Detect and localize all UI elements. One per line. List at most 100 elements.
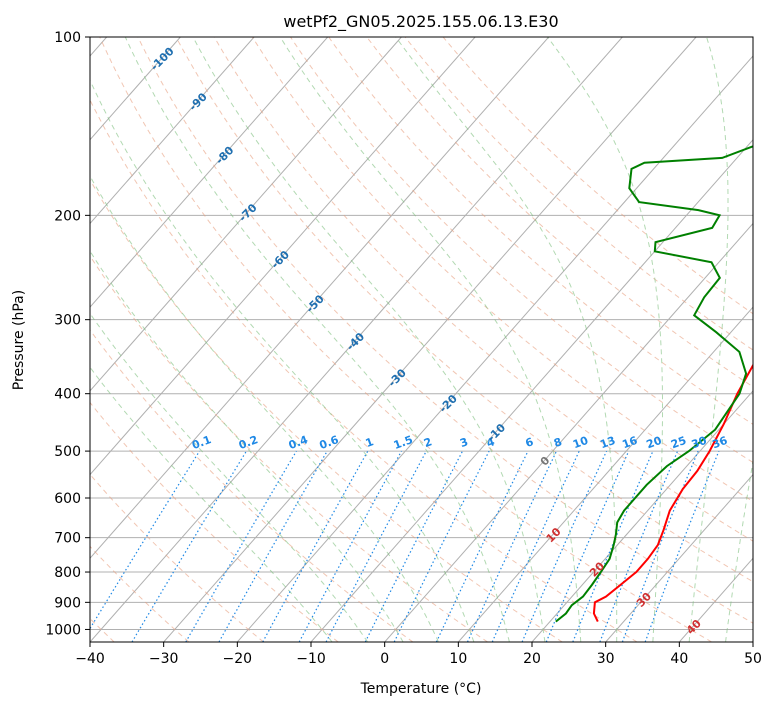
x-tick-label: 20: [523, 651, 541, 667]
dry-adiabat-line: [175, 37, 753, 583]
data-series: [555, 145, 753, 623]
y-tick-label: 1000: [45, 622, 81, 638]
mixing-ratio-label: 36: [710, 434, 729, 452]
y-tick-label: 900: [54, 595, 81, 611]
plot-background: [90, 37, 753, 642]
dry-adiabat-line: [90, 98, 638, 642]
x-tick-label: −40: [75, 651, 105, 667]
isotherm-line: [90, 37, 181, 141]
x-tick-label: −30: [149, 651, 179, 667]
x-tick-label: 40: [670, 651, 688, 667]
x-tick-label: 50: [744, 651, 762, 667]
mixing-ratio-line: [644, 450, 720, 642]
isotherm-line: [310, 138, 753, 642]
mixing-ratio-label: 20: [645, 434, 664, 452]
y-tick-label: 300: [54, 313, 81, 329]
isotherm-line: [90, 37, 476, 476]
x-tick-label: 10: [449, 651, 467, 667]
moist-adiabat-line: [279, 37, 582, 642]
isotherm-line: [90, 37, 329, 308]
mixing-ratio-line: [262, 450, 369, 642]
mixing-ratio-line: [218, 450, 328, 642]
isotherm-line: [752, 641, 753, 642]
dewpoint-profile: [555, 145, 753, 623]
mixing-ratio-line: [393, 450, 490, 642]
x-tick-label: 0: [380, 651, 389, 667]
dry-adiabat-line: [90, 329, 414, 642]
moist-adiabat-line: [725, 458, 753, 642]
isotherm-line: [90, 37, 623, 642]
isotherm-line: [90, 37, 550, 560]
plot-area: [90, 37, 753, 642]
y-tick-label: 700: [54, 531, 81, 547]
mixing-ratio-line: [545, 450, 630, 642]
mixing-ratio-label: 13: [598, 434, 617, 451]
dry-adiabat-line: [290, 37, 753, 464]
mixing-ratio-label: 4: [485, 435, 497, 450]
mixing-ratio-label: 3: [458, 435, 470, 450]
mixing-ratio-line: [572, 450, 654, 642]
chart-title: wetPf2_GN05.2025.155.06.13.E30: [283, 12, 558, 32]
x-tick-label: −10: [296, 651, 326, 667]
mixing-ratio-line: [621, 450, 699, 642]
mixing-ratio-line: [599, 450, 679, 642]
dry-adiabat-line: [99, 37, 712, 642]
mixing-ratio-label: 8: [552, 435, 564, 450]
x-tick-label: 30: [597, 651, 615, 667]
mixing-ratio-label: 2: [422, 435, 434, 450]
dry-adiabat-line: [404, 37, 753, 351]
temperature-profile: [592, 363, 753, 623]
moist-adiabat-line: [90, 366, 333, 642]
mixing-ratio-label: 30: [690, 434, 709, 452]
mixing-ratio-label: 6: [524, 435, 536, 450]
mixing-ratio-label: 16: [620, 434, 639, 452]
moist-adiabat-line: [90, 79, 475, 642]
dry-adiabat-line: [137, 37, 753, 624]
dry-adiabat-line: [213, 37, 753, 542]
mixing-ratio-label: 0.6: [318, 433, 341, 452]
x-tick-label: −20: [223, 651, 253, 667]
isotherm-line: [531, 390, 753, 642]
isotherm-line: [90, 37, 402, 392]
mixing-ratio-line: [298, 450, 403, 642]
mixing-ratio-label: 1.5: [392, 433, 415, 452]
y-axis-title: Pressure (hPa): [11, 290, 27, 390]
moist-adiabat-line: [192, 37, 546, 642]
dry-adiabat-line: [328, 37, 753, 425]
mixing-ratio-line: [90, 450, 201, 630]
y-tick-label: 600: [54, 491, 81, 507]
y-tick-label: 400: [54, 387, 81, 403]
isotherm-line: [384, 222, 753, 642]
mixing-ratio-label: 0.4: [287, 433, 310, 452]
y-tick-label: 200: [54, 208, 81, 224]
y-tick-label: 800: [54, 565, 81, 581]
moist-adiabat-line: [90, 175, 439, 642]
isotherm-line: [605, 473, 753, 642]
moist-adiabat-line: [90, 250, 404, 642]
dry-adiabat-line: [90, 401, 339, 642]
moist-adiabat-line: [124, 37, 510, 642]
moist-adiabat-line: [547, 37, 663, 642]
mixing-ratio-line: [364, 450, 464, 642]
plot-frame: [89, 36, 754, 643]
isotherm-line: [90, 37, 255, 225]
plot-border: [89, 36, 754, 643]
isotherm-line: [236, 55, 753, 642]
dry-adiabat-line: [366, 37, 753, 388]
mixing-ratio-label: 0.2: [237, 433, 260, 452]
y-tick-label: 500: [54, 444, 81, 460]
y-tick-label: 100: [54, 30, 81, 46]
x-axis-title: Temperature (°C): [360, 681, 482, 697]
mixing-ratio-line: [521, 450, 608, 642]
moist-adiabat-line: [688, 37, 729, 642]
thermo-overlays: [90, 37, 753, 642]
mixing-ratio-label: 1: [364, 435, 376, 450]
isotherm-line: [163, 37, 697, 642]
dry-adiabat-line: [251, 37, 753, 503]
axis-ticks: −40 −30 −20 −10 0 10 20 30 40 5010020030040050060…: [45, 30, 762, 667]
mixing-ratio-label: 0.1: [190, 433, 213, 452]
mixing-ratio-label: 25: [669, 434, 688, 451]
mixing-ratio-label: 10: [571, 434, 590, 452]
